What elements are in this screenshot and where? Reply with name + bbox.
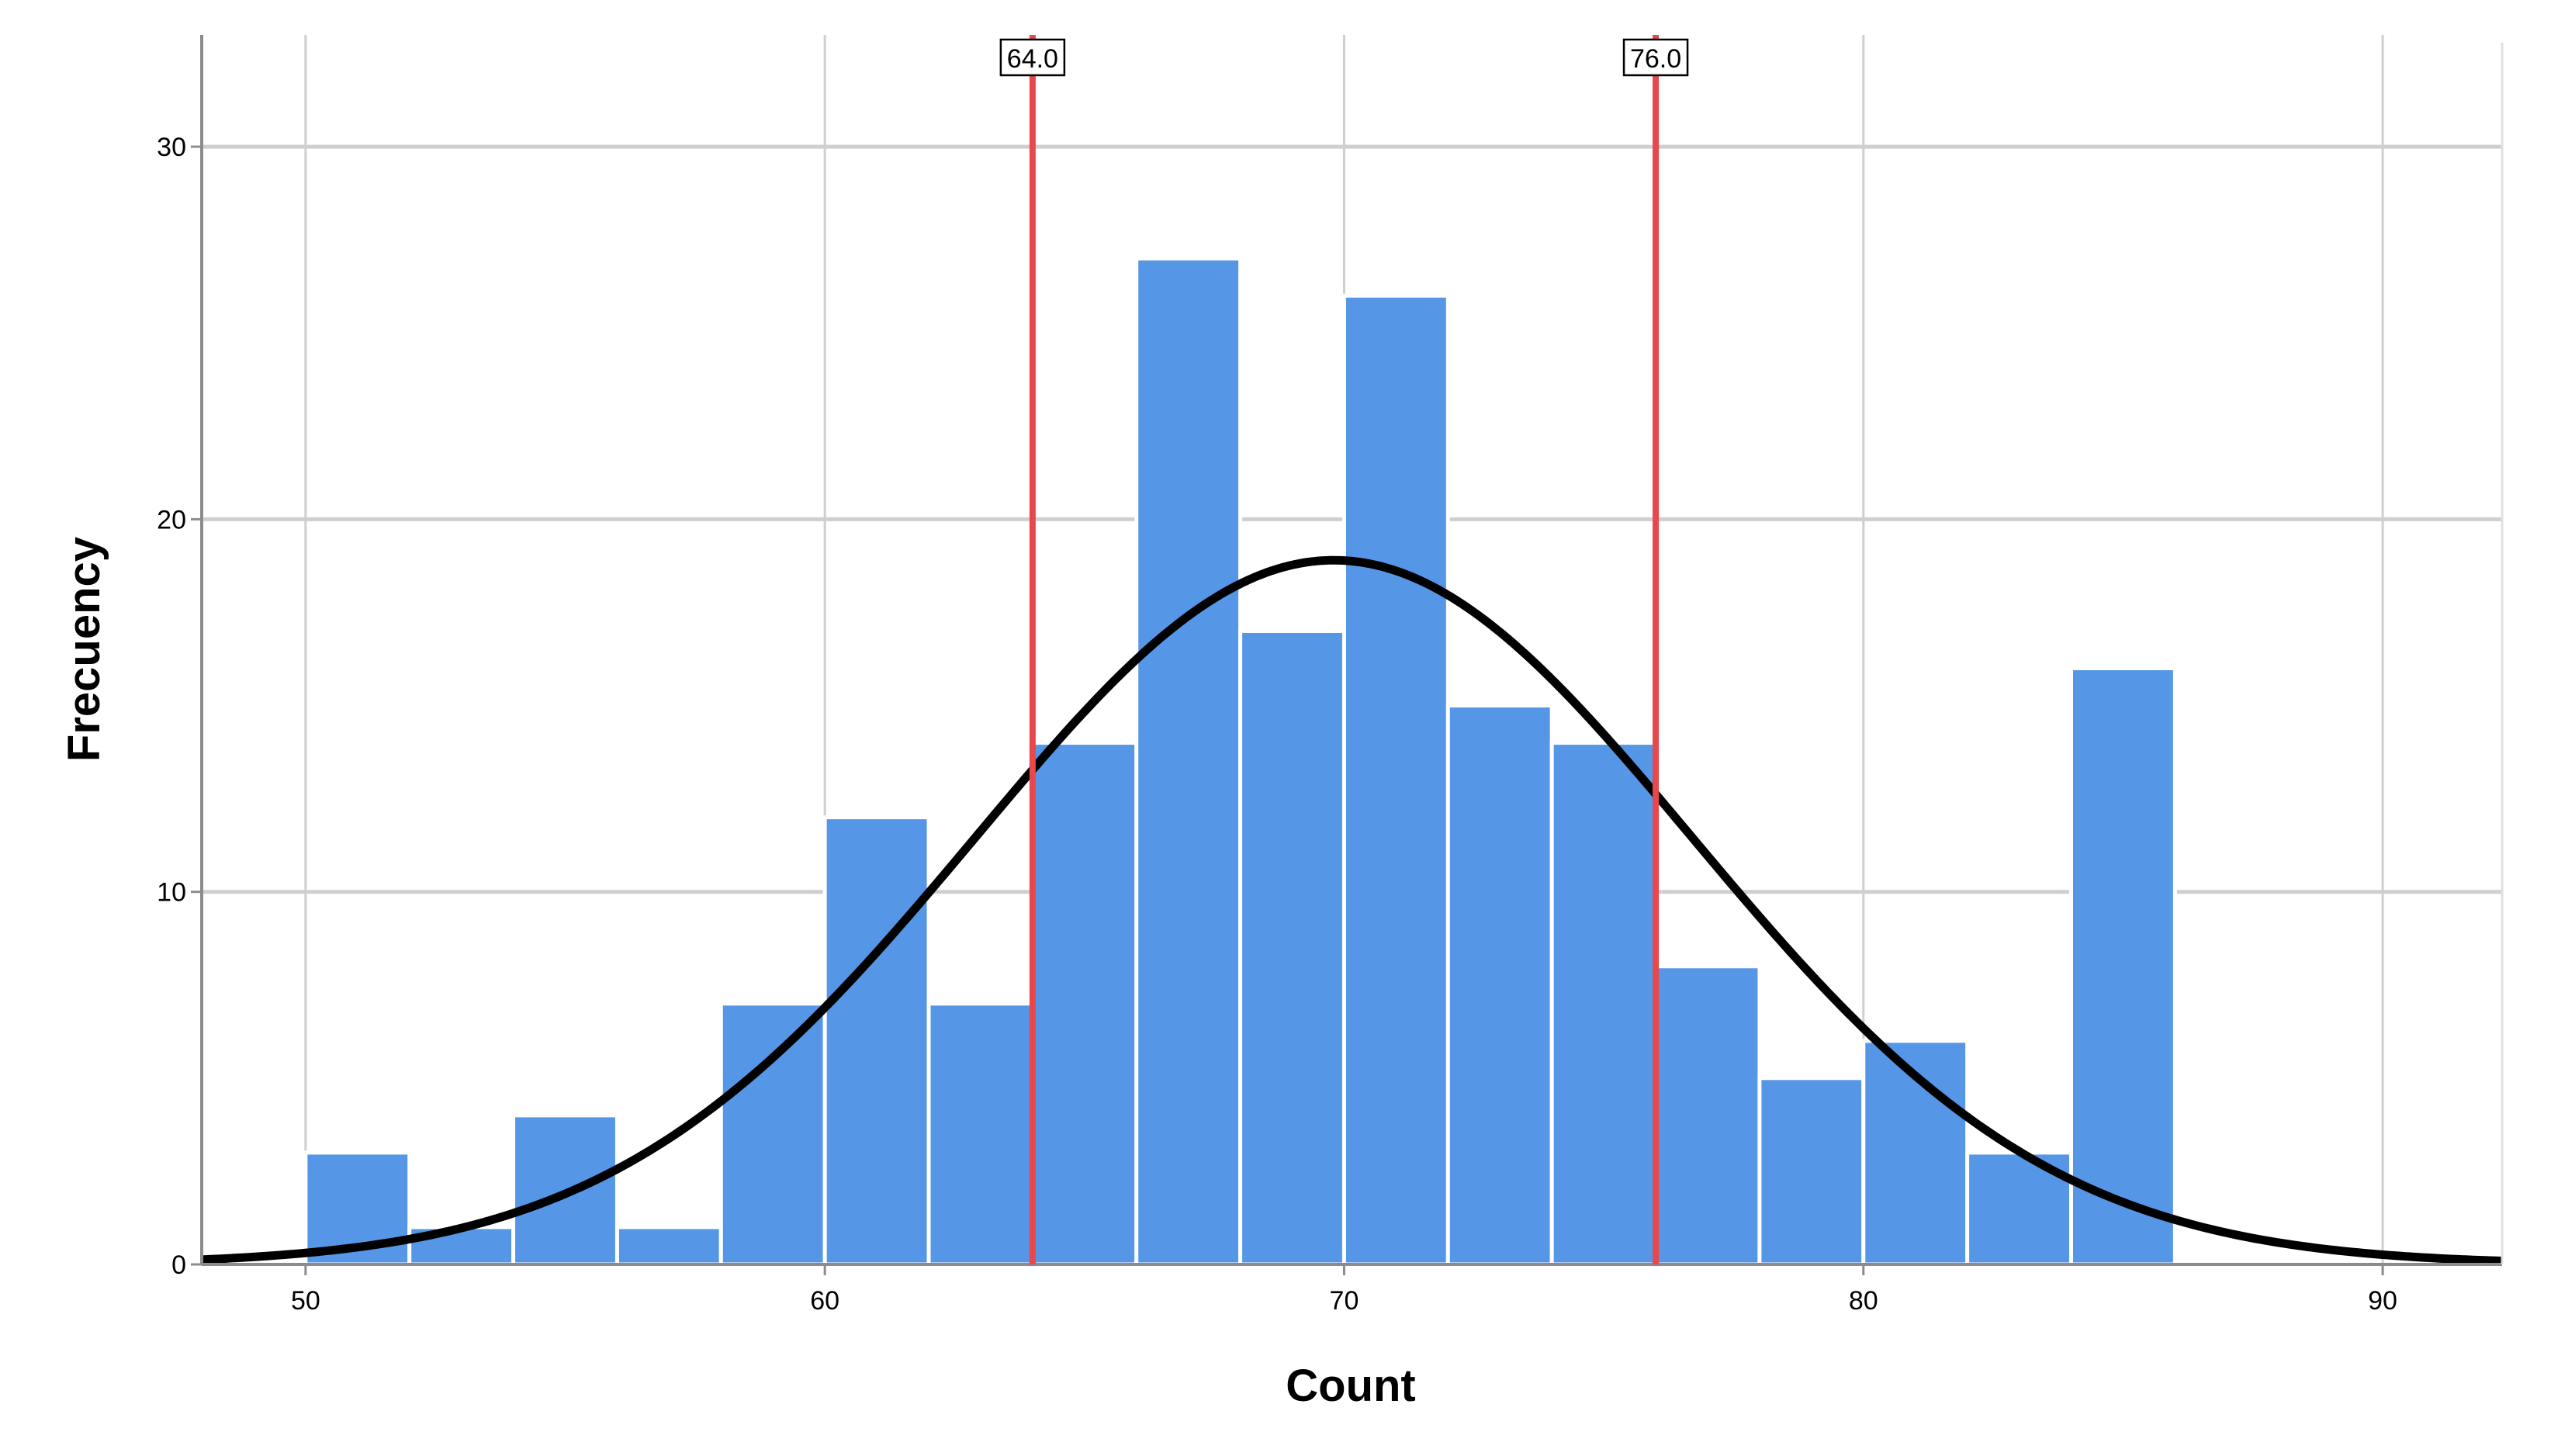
x-tick-label: 60 (810, 1286, 839, 1316)
normal-curve-layer (201, 555, 2503, 1266)
y-tick-label: 30 (157, 133, 186, 162)
histogram-bar (1238, 628, 1346, 1267)
reference-lines-layer: 64.0 76.0 (999, 35, 1689, 1264)
histogram-bar (1341, 293, 1450, 1267)
x-axis-title: Count (1286, 1361, 1416, 1411)
x-tick-label: 90 (2368, 1286, 2397, 1316)
y-tick-label: 0 (171, 1250, 186, 1280)
x-tick-label: 70 (1330, 1286, 1359, 1316)
x-tick-label: 50 (291, 1286, 320, 1316)
histogram-bar (1445, 704, 1554, 1267)
histogram-bar (1757, 1076, 1866, 1267)
histogram-bar (2068, 666, 2177, 1267)
y-tick-label: 20 (157, 505, 186, 534)
y-tick-label: 10 (157, 878, 186, 908)
histogram-bar (926, 1001, 1035, 1267)
histogram-bar (1653, 964, 1762, 1267)
histogram-bar (1134, 256, 1243, 1267)
reference-line-label-box (999, 38, 1066, 77)
axis-layer (191, 35, 2504, 1275)
reference-line-label: 64.0 (1007, 44, 1058, 74)
histogram-bar (822, 815, 931, 1267)
histogram-bar (1549, 741, 1658, 1267)
tick-labels-layer: 50 60 70 80 90 0 10 20 30 (157, 133, 2397, 1316)
x-tick-label: 80 (1849, 1286, 1878, 1316)
bars-layer (303, 256, 2177, 1267)
reference-line-label-box (1622, 38, 1689, 77)
normal-curve-line (201, 555, 2503, 1266)
reference-line-label: 76.0 (1630, 44, 1681, 74)
y-axis-title: Frecuency (59, 537, 109, 762)
histogram-bar (718, 1001, 827, 1267)
histogram-bar (614, 1225, 723, 1267)
histogram-bar (1030, 741, 1139, 1267)
